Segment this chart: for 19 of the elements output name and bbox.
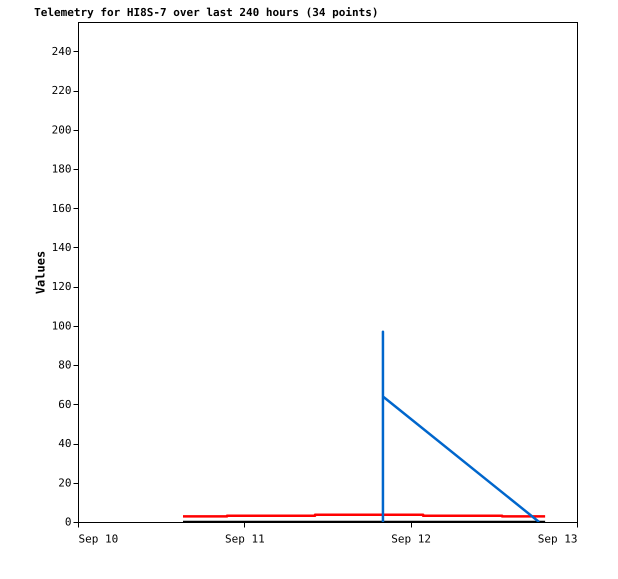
y-tick-label: 140 — [52, 240, 72, 254]
x-tick-label: Sep 12 — [391, 532, 432, 546]
x-tick-label: Sep 10 — [78, 532, 118, 546]
y-tick-label: 40 — [58, 437, 72, 450]
y-axis-title: Values — [34, 250, 48, 294]
y-tick-label: 60 — [58, 398, 72, 411]
y-tick-label: 160 — [52, 202, 72, 215]
x-tick-label: Sep 13 — [538, 532, 578, 546]
y-tick-label: 80 — [58, 358, 72, 372]
y-tick-label: 100 — [52, 319, 72, 332]
x-tick-label: Sep 11 — [224, 532, 265, 546]
y-tick-label: 0 — [64, 516, 72, 528]
y-tick-label: 240 — [52, 44, 72, 58]
y-tick-label: 220 — [52, 84, 72, 98]
y-tick-label: 120 — [52, 280, 72, 294]
y-tick-label: 20 — [58, 476, 72, 490]
chart-title: Telemetry for HI8S-7 over last 240 hours (34 points) — [34, 6, 379, 19]
y-tick-label: 200 — [52, 123, 72, 136]
y-tick-label: 180 — [52, 162, 72, 176]
